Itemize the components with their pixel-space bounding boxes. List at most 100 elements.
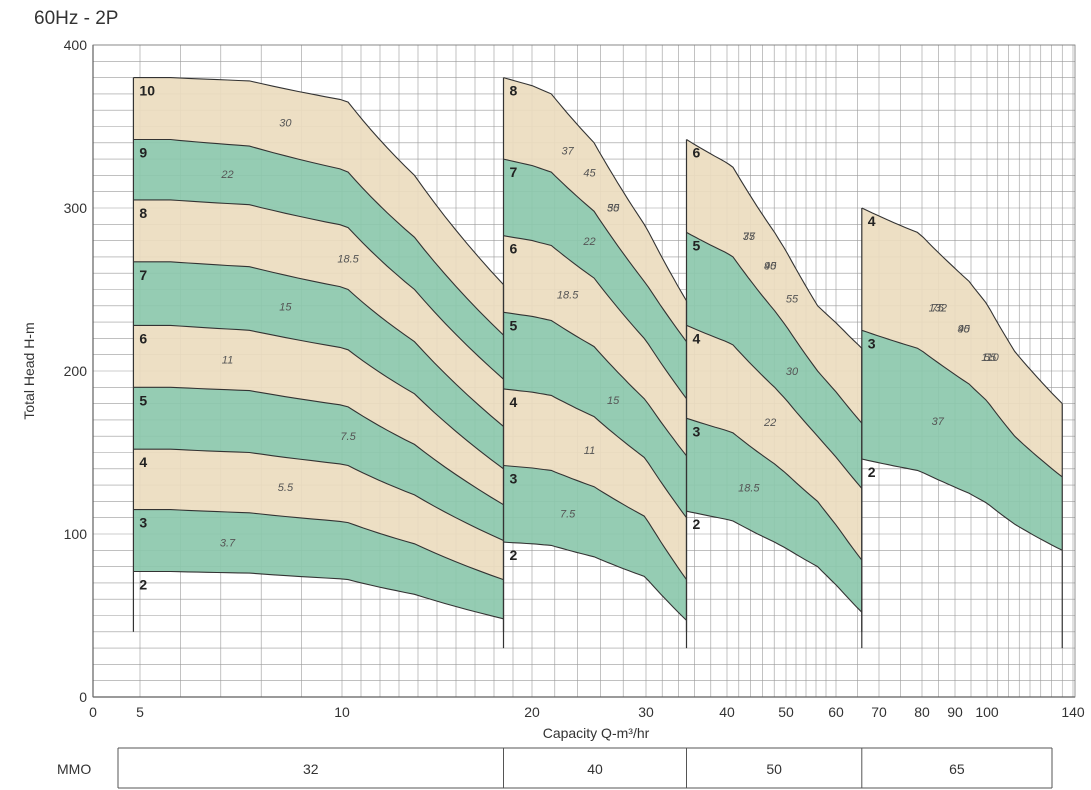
power-band (133, 325, 504, 505)
x-tick-label: 0 (89, 704, 97, 720)
stage-curve (133, 138, 504, 336)
stage-number: 7 (510, 164, 518, 180)
power-rating-label: 55 (607, 202, 620, 214)
y-tick-label: 300 (64, 200, 88, 216)
stage-number: 4 (693, 330, 701, 346)
power-band (133, 261, 504, 469)
mmo-cell: 65 (949, 761, 965, 777)
stage-curve (686, 510, 863, 613)
power-rating-label: 110 (981, 352, 999, 364)
power-rating-label: 22 (220, 169, 233, 181)
stage-curve (133, 570, 504, 620)
power-rating-label: 11 (584, 445, 595, 457)
x-tick-label: 50 (778, 704, 794, 720)
y-tick-label: 0 (79, 689, 87, 705)
power-rating-label: 75 (932, 302, 945, 314)
y-axis-label: Total Head H-m (21, 322, 37, 419)
stage-number: 4 (139, 454, 147, 470)
x-tick-label: 20 (524, 704, 540, 720)
stage-number: 2 (868, 464, 876, 480)
stage-curve (503, 311, 687, 457)
mmo-cell: 32 (303, 761, 319, 777)
power-band (686, 232, 862, 489)
stage-number: 7 (139, 267, 147, 283)
stage-number: 6 (693, 145, 701, 161)
power-rating-label: 15 (607, 395, 620, 407)
stage-number: 6 (139, 330, 147, 346)
power-rating-label: 15 (279, 301, 292, 313)
power-band (503, 312, 687, 518)
power-band (133, 387, 504, 541)
power-band (503, 77, 687, 342)
power-rating-label: 55 (786, 293, 799, 305)
axes: 0 100 200 300 400 0 5 10 20 30 40 50 60 70 80 90 100 140 C… (21, 37, 1085, 741)
chart-title: 60Hz - 2P (34, 8, 119, 29)
stage-number: 5 (693, 237, 701, 253)
power-rating-label: 22 (582, 236, 595, 248)
power-band (133, 77, 504, 336)
power-rating-label: 30 (607, 202, 620, 214)
stage-number: 6 (510, 241, 518, 257)
power-band (133, 509, 504, 619)
stage-number: 3 (139, 515, 147, 531)
stage-curve (686, 231, 863, 424)
x-tick-label: 90 (947, 704, 963, 720)
x-tick-label: 60 (828, 704, 844, 720)
power-rating-label: 45 (583, 168, 596, 180)
x-tick-label: 80 (914, 704, 930, 720)
power-band (133, 199, 504, 427)
stage-curve (133, 199, 504, 380)
stage-number: 8 (139, 205, 147, 221)
stage-number: 3 (510, 471, 518, 487)
stage-curve (133, 324, 504, 470)
power-rating-label: 45 (764, 261, 777, 273)
stage-curve (503, 464, 687, 580)
mmo-table: MMO 32 40 50 65 (57, 747, 1053, 789)
power-rating-label: 3.7 (220, 537, 236, 549)
x-tick-label: 10 (334, 704, 350, 720)
stage-number: 4 (868, 213, 876, 229)
power-rating-label: 30 (786, 366, 799, 378)
power-rating-label: 7.5 (560, 508, 576, 520)
mmo-cell: 40 (587, 761, 603, 777)
power-band (861, 330, 1063, 551)
stage-number: 3 (693, 423, 701, 439)
range-boxes (132, 77, 1063, 649)
x-tick-label: 100 (975, 704, 999, 720)
stage-curve (133, 509, 504, 581)
power-rating-label: 7.5 (340, 431, 356, 443)
stage-curve (861, 329, 1063, 478)
head-curves (133, 77, 1063, 621)
power-band (503, 388, 687, 580)
stage-number: 8 (510, 83, 518, 99)
stage-number: 5 (510, 317, 518, 333)
power-rating-label: 5.5 (278, 482, 294, 494)
power-band (861, 208, 1063, 477)
power-band (503, 465, 687, 621)
power-rating-label: 90 (764, 261, 777, 273)
power-band (133, 139, 504, 380)
stage-curve (503, 77, 687, 302)
power-rating-label: 90 (958, 323, 971, 335)
x-tick-label: 30 (638, 704, 654, 720)
power-rating-label: 132 (929, 302, 947, 314)
x-tick-label: 140 (1061, 704, 1085, 720)
power-rating-label: 37 (743, 231, 756, 243)
stage-curve (133, 386, 504, 506)
stage-curve (503, 388, 687, 519)
y-tick-label: 100 (64, 526, 88, 542)
stage-number: 2 (693, 516, 701, 532)
power-band (503, 235, 687, 456)
power-rating-label: 37 (932, 416, 945, 428)
stage-number: 3 (868, 335, 876, 351)
stage-number: 2 (510, 547, 518, 563)
power-band (686, 139, 862, 424)
plot-frame (92, 44, 1076, 698)
power-rating-label: 55 (984, 352, 997, 364)
y-tick-label: 200 (64, 363, 88, 379)
stage-curve (861, 458, 1063, 551)
stage-labels: 10 9 8 7 6 5 4 3 2 8 7 6 5 4 3 2 6 5 4 3 2 4 3 2 3.7 5.5 7.5 11 15 18… (139, 83, 999, 593)
power-rating-label: 11 (222, 354, 233, 366)
stage-curve (503, 158, 687, 343)
